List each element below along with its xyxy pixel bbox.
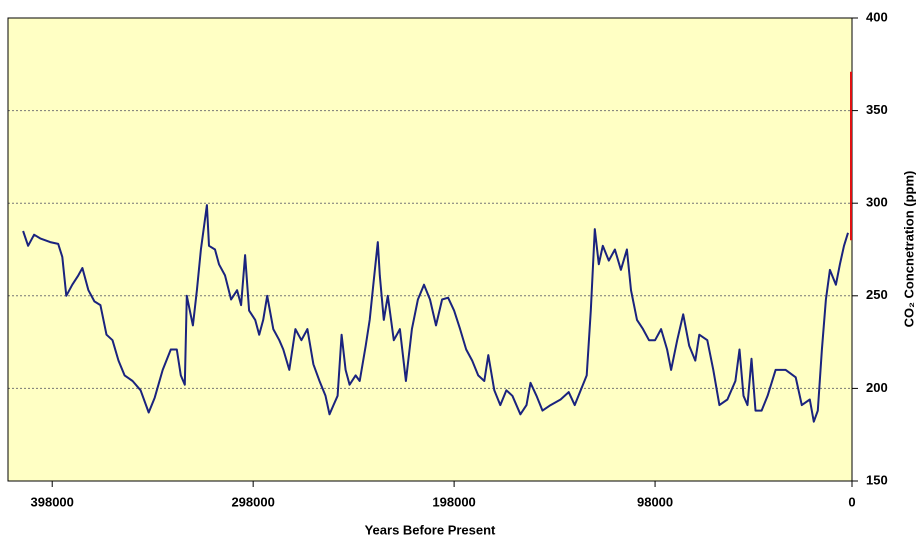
x-tick-label: 298000 <box>231 494 274 509</box>
x-tick-label: 198000 <box>432 494 475 509</box>
y-tick-label: 350 <box>866 102 888 117</box>
data-line <box>22 204 849 423</box>
x-tick-label: 98000 <box>637 494 673 509</box>
y-tick-label: 250 <box>866 287 888 302</box>
x-tick-label: 0 <box>848 494 855 509</box>
y-tick-label: 400 <box>866 9 888 24</box>
plot-area <box>8 18 852 481</box>
y-tick-label: 150 <box>866 472 888 487</box>
x-axis-title: Years Before Present <box>365 522 496 537</box>
plot-border <box>7 17 853 482</box>
y-tick-label: 300 <box>866 195 888 210</box>
x-tick-label: 398000 <box>31 494 74 509</box>
y-tick-label: 200 <box>866 380 888 395</box>
y-axis-title: CO₂ Concnetration (ppm) <box>901 171 916 328</box>
